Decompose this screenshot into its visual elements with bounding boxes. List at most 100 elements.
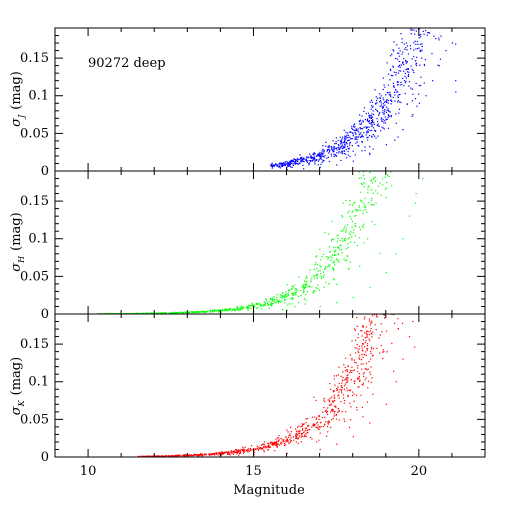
panel-j-point <box>428 32 430 34</box>
panel-h-point <box>303 287 305 290</box>
panel-k-point <box>157 455 159 457</box>
panel-j-point <box>389 115 391 117</box>
panel-j-point <box>322 153 324 155</box>
panel-h-point <box>371 182 374 184</box>
panel-k-point <box>315 422 318 424</box>
panel-j-point <box>404 92 406 95</box>
panel-k-point <box>316 426 318 429</box>
panel-k-point <box>343 402 345 404</box>
panel-j-point <box>426 34 428 36</box>
panel-j-point <box>271 166 274 168</box>
panel-k-point <box>301 435 303 437</box>
panel-k-point <box>334 405 336 407</box>
panel-h-point <box>292 298 294 300</box>
panel-j-point <box>339 141 342 143</box>
panel-k-point <box>320 422 322 424</box>
panel-h-point <box>233 309 235 311</box>
panel-h-point <box>280 295 282 297</box>
panel-h-point <box>168 312 170 314</box>
panel-h-point <box>256 303 258 306</box>
panel-j-point <box>369 116 371 118</box>
panel-j-point <box>414 40 416 42</box>
panel-h-point <box>270 298 273 300</box>
panel-j-point <box>397 99 399 102</box>
panel-j-point <box>375 103 377 105</box>
panel-k-point <box>383 317 386 319</box>
panel-k-point <box>358 380 361 382</box>
panel-j-point <box>398 47 400 49</box>
panel-j-point <box>356 141 358 143</box>
panel-k-point <box>356 316 358 319</box>
panel-j-point <box>345 141 348 143</box>
panel-j-point <box>332 149 334 151</box>
panel-k-point <box>355 339 357 341</box>
panel-h-point <box>374 176 376 178</box>
panel-j-point <box>394 94 396 96</box>
panel-j-point <box>272 165 274 167</box>
panel-h-point <box>333 260 335 262</box>
panel-h-point <box>303 291 305 293</box>
panel-j-point <box>371 120 374 122</box>
panel-j-point <box>386 118 388 120</box>
panel-k-point <box>296 426 299 428</box>
panel-h-point <box>316 277 319 279</box>
panel-j-point <box>372 134 374 136</box>
panel-k-point <box>397 328 399 330</box>
panel-h-point <box>351 226 353 228</box>
panel-h-point <box>315 287 317 289</box>
panel-k-point <box>295 430 298 432</box>
panel-j-point <box>386 109 388 111</box>
panel-k-point <box>189 454 191 457</box>
panel-j-point <box>367 139 369 141</box>
panel-j-point <box>384 104 386 106</box>
panel-j-point <box>371 136 373 138</box>
panel-j-point <box>382 106 384 108</box>
panel-h-point <box>332 267 334 270</box>
panel-j-point <box>336 152 338 154</box>
panel-h-point <box>344 240 346 242</box>
panel-j-point <box>289 161 291 163</box>
panel-k-point <box>365 351 367 353</box>
panel-j-point <box>338 150 340 153</box>
panel-j-point <box>382 88 384 91</box>
panel-j-point <box>283 163 285 166</box>
panel-h-point <box>309 285 311 287</box>
panel-j-point <box>343 152 345 155</box>
panel-j-point <box>369 101 371 103</box>
panel-h-point <box>331 267 334 269</box>
panel-j-point <box>328 145 330 147</box>
panel-h-point <box>363 183 365 185</box>
panel-j-point <box>354 133 357 135</box>
panel-j-point <box>399 64 401 66</box>
panel-h-point <box>236 306 238 308</box>
panel-k-point <box>288 442 290 444</box>
panel-k-point <box>357 365 359 367</box>
panel-h-point <box>320 275 322 277</box>
panel-j-point <box>373 123 376 126</box>
panel-h-point <box>270 304 272 306</box>
x-tick-label: 20 <box>411 464 428 479</box>
panel-k-point <box>247 451 249 453</box>
panel-h-point <box>332 261 334 263</box>
panel-j-point <box>283 162 285 164</box>
panel-j-ytick-label: 0.15 <box>20 51 49 66</box>
panel-k-point <box>383 314 386 316</box>
panel-h-point <box>360 200 362 202</box>
panel-h-point <box>364 206 366 208</box>
panel-k-point <box>362 350 364 352</box>
panel-j-point <box>297 160 299 163</box>
panel-k-point <box>367 387 369 389</box>
panel-k-point <box>319 432 321 434</box>
panel-j-point <box>455 80 457 82</box>
panel-h-point <box>363 171 365 173</box>
panel-k-point <box>401 322 404 325</box>
panel-j-point <box>291 160 294 162</box>
panel-j-point <box>435 38 437 40</box>
panel-j-point <box>312 160 314 162</box>
panel-j-point <box>387 127 390 129</box>
panel-j-point <box>353 126 355 128</box>
panel-h-point <box>159 312 161 314</box>
panel-j-point <box>374 129 376 132</box>
panel-k-point <box>216 453 218 455</box>
